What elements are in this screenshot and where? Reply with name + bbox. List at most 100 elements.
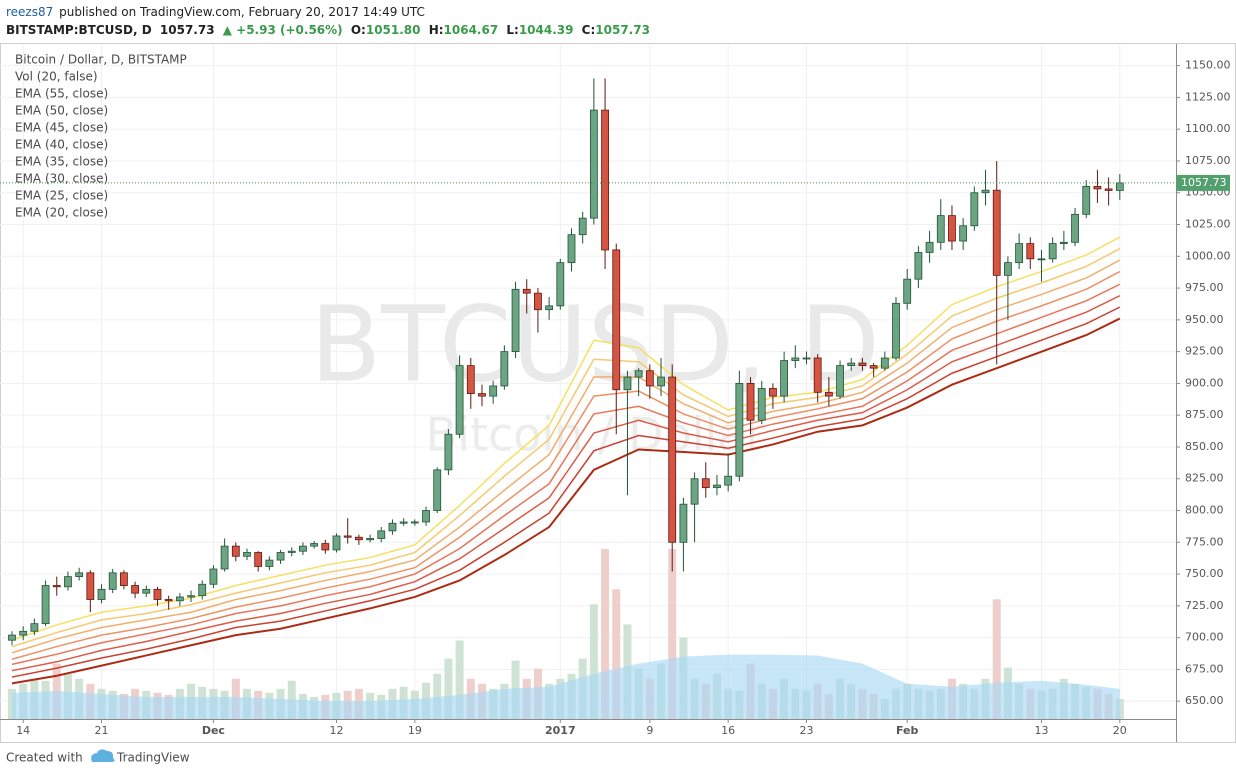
candle-body	[209, 568, 218, 585]
author[interactable]: reezs87	[6, 5, 53, 19]
ema-line	[11, 295, 1121, 672]
y-tick-label: 900.00	[1185, 376, 1224, 389]
candle-body	[713, 484, 721, 489]
legend-entry: EMA (50, close)	[15, 104, 108, 118]
volume-ma-area	[12, 654, 1120, 719]
y-tick-label: 1100.00	[1185, 122, 1231, 135]
plot: 650.00 675.00 700.00 725.00 750.00 775.00 800.…	[0, 44, 1231, 737]
candle-body	[1015, 243, 1023, 264]
y-tick-label: 750.00	[1185, 567, 1224, 580]
candle-body	[332, 535, 341, 551]
candle-body	[634, 370, 643, 378]
legend-entry: EMA (35, close)	[15, 155, 108, 169]
legend-entry: EMA (20, close)	[15, 206, 108, 220]
candle-body	[41, 585, 50, 625]
candle-body	[623, 376, 632, 391]
x-tick-label: 19	[408, 724, 422, 737]
candle-body	[1048, 243, 1057, 260]
candle-body	[478, 393, 486, 397]
legend-entry: EMA (25, close)	[15, 189, 108, 203]
candle-body	[992, 189, 1001, 276]
candle-body	[880, 357, 889, 369]
candle-body	[97, 588, 106, 600]
ema-line	[11, 306, 1121, 678]
candle-body	[108, 572, 117, 590]
y-tick-label: 825.00	[1185, 472, 1224, 485]
candle-body	[422, 510, 430, 523]
candle-body	[388, 522, 397, 532]
y-tick-label: 725.00	[1185, 599, 1224, 612]
candle-body	[153, 588, 162, 600]
volume-bar	[589, 604, 598, 719]
candle-body	[19, 630, 28, 636]
candle-body	[1093, 185, 1102, 190]
y-tick-label: 1000.00	[1185, 249, 1231, 262]
footer-brand[interactable]: TradingView	[116, 751, 190, 765]
brand-logo	[91, 749, 115, 762]
candle-body	[858, 362, 867, 367]
candle-body	[936, 215, 945, 243]
y-tick-label: 875.00	[1185, 408, 1224, 421]
volume-bar	[612, 589, 621, 719]
candle-body	[735, 383, 744, 477]
candle-body	[321, 543, 330, 551]
candle-body	[556, 262, 565, 307]
candle-body	[668, 376, 677, 543]
x-tick-label: 21	[95, 724, 109, 737]
candle-body	[645, 370, 654, 387]
x-tick-label: 20	[1113, 724, 1127, 737]
symbol-line: BITSTAMP:BTCUSD, D 1057.73 ▲ +5.93 (+0.5…	[6, 23, 650, 37]
candle-body	[444, 433, 453, 471]
y-tick-label: 700.00	[1185, 631, 1224, 644]
candle-body	[791, 357, 800, 361]
high: 1064.67	[444, 23, 499, 37]
open-label: O:	[351, 23, 366, 37]
candle-body	[769, 388, 777, 397]
candle-body	[612, 249, 621, 391]
candle-body	[1082, 185, 1091, 215]
low-label: L:	[506, 23, 518, 37]
candle-body	[757, 388, 766, 421]
candle-body	[500, 351, 509, 387]
candle-body	[276, 552, 285, 561]
y-tick-label: 850.00	[1185, 440, 1224, 453]
last-price-label: 1057.73	[1181, 176, 1227, 189]
candle-body	[254, 552, 263, 567]
legend-entry: EMA (45, close)	[15, 121, 108, 135]
y-tick-label: 950.00	[1185, 313, 1224, 326]
volume-bar	[992, 599, 1001, 719]
candle-body	[489, 385, 498, 397]
candle-body	[567, 234, 576, 264]
x-tick-label: 9	[646, 724, 653, 737]
candle-body	[265, 559, 274, 567]
y-tick-label: 925.00	[1185, 345, 1224, 358]
open: 1051.80	[366, 23, 421, 37]
candle-body	[75, 572, 84, 578]
ema-line	[11, 283, 1121, 666]
ema-line	[11, 317, 1121, 685]
y-tick-label: 675.00	[1185, 662, 1224, 675]
chart-title: Bitcoin / Dollar, D, BITSTAMP	[15, 53, 187, 67]
candle-body	[601, 109, 609, 251]
candle-body	[847, 362, 856, 367]
candle-body	[836, 365, 844, 397]
candle-body	[948, 215, 956, 242]
candle-body	[343, 535, 352, 538]
last-price-tag	[1176, 174, 1230, 191]
published: published on TradingView.com, February 2…	[59, 5, 425, 19]
candle-body	[142, 588, 151, 594]
y-tick-label: 775.00	[1185, 535, 1224, 548]
candle-body	[164, 599, 173, 602]
watermark: BTCUSD, D	[310, 283, 880, 405]
y-tick-label: 1075.00	[1185, 154, 1231, 167]
candle-body	[8, 634, 16, 641]
symbol: BITSTAMP:BTCUSD, D	[6, 23, 152, 37]
y-tick-label: 1025.00	[1185, 218, 1231, 231]
candle-body	[310, 543, 319, 547]
candle-body	[914, 252, 923, 280]
candle-body	[813, 357, 822, 393]
y-tick-label: 800.00	[1185, 504, 1224, 517]
volume-legend: Vol (20, false)	[15, 70, 98, 84]
volume-bar	[601, 549, 610, 719]
